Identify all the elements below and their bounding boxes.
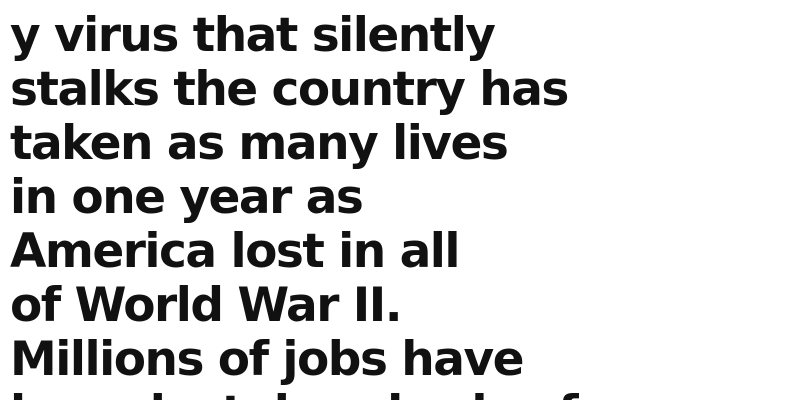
body-text: y virus that silently stalks the country…: [10, 8, 579, 400]
text-line-3: taken as many lives: [10, 116, 509, 171]
text-line-1: y virus that silently: [10, 8, 496, 63]
text-line-4: in one year as: [10, 170, 364, 225]
text-line-5: America lost in all: [10, 224, 461, 279]
text-line-6: of World War II.: [10, 278, 403, 333]
text-line-8: been lost, hundreds of: [10, 387, 579, 400]
text-line-2: stalks the country has: [10, 62, 569, 117]
text-line-7: Millions of jobs have: [10, 332, 524, 387]
